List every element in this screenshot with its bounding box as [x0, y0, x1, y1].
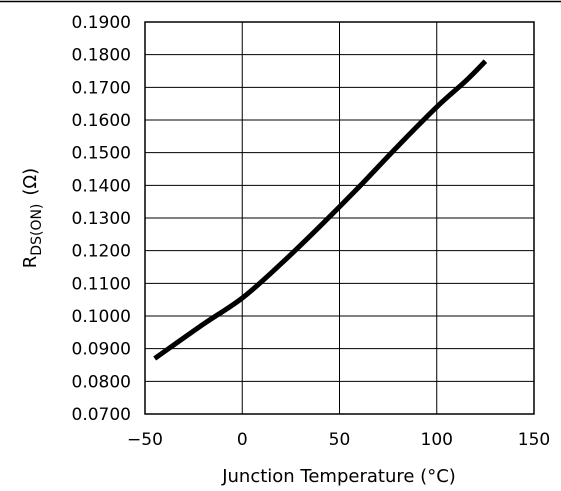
y-tick-labels: 0.0700 0.0800 0.0900 0.1000 0.1100 0.1200 0.13… [72, 13, 131, 425]
y-tick-label: 0.0900 [72, 340, 131, 360]
grid [145, 22, 534, 414]
y-tick-label: 0.1800 [72, 46, 131, 66]
x-tick-label: 0 [237, 430, 248, 450]
y-tick-label: 0.1300 [72, 209, 131, 229]
x-tick-label: −50 [127, 430, 163, 450]
y-tick-label: 0.1400 [72, 176, 131, 196]
y-axis-label-unit: (Ω) [20, 168, 41, 196]
y-axis-label: RDS(ON) (Ω) [20, 168, 45, 268]
plot-frame [144, 21, 535, 415]
y-axis-label-main: R [20, 256, 41, 269]
x-tick-labels: −50 0 50 100 150 [127, 430, 550, 450]
series-line [153, 59, 488, 361]
y-tick-label: 0.1200 [72, 242, 131, 262]
x-tick-label: 50 [329, 430, 351, 450]
x-axis-label: Junction Temperature (°C) [221, 466, 456, 487]
y-tick-label: 0.1600 [72, 111, 131, 131]
y-tick-label: 0.1000 [72, 307, 131, 327]
y-tick-label: 0.0800 [72, 372, 131, 392]
x-tick-label: 100 [421, 430, 453, 450]
y-tick-label: 0.1700 [72, 78, 131, 98]
y-axis-label-subscript: DS(ON) [29, 204, 45, 256]
y-tick-label: 0.0700 [72, 405, 131, 425]
y-tick-label: 0.1500 [72, 144, 131, 164]
y-tick-label: 0.1100 [72, 274, 131, 294]
y-tick-label: 0.1900 [72, 13, 131, 33]
x-tick-label: 150 [518, 430, 550, 450]
